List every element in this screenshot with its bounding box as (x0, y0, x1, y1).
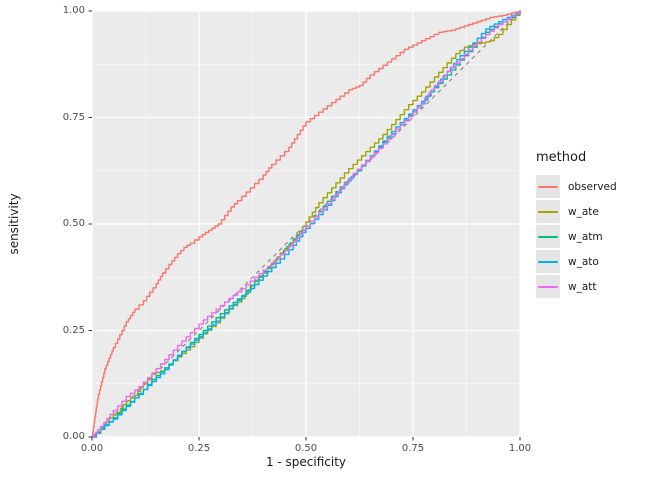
legend-key-line-icon (538, 210, 558, 213)
y-tick-label: 1.00 (62, 5, 85, 16)
legend-key-swatch (536, 250, 560, 273)
y-tick-label: 0.75 (62, 111, 85, 123)
y-tick-label: 0.50 (62, 218, 85, 229)
legend-label: w_att (568, 280, 597, 293)
series-line-observed (91, 10, 521, 438)
legend-label: w_ate (568, 205, 599, 218)
legend: method observed w_ate w_atm w_ato w_att (536, 150, 617, 299)
legend-key-line-icon (538, 260, 558, 263)
legend-key-line-icon (538, 185, 558, 188)
legend-item-w_att: w_att (536, 274, 617, 299)
legend-label: observed (568, 180, 617, 193)
legend-key-swatch (536, 175, 560, 198)
legend-key-line-icon (538, 235, 558, 238)
legend-item-w_atm: w_atm (536, 224, 617, 249)
legend-item-w_ate: w_ate (536, 199, 617, 224)
legend-item-w_ato: w_ato (536, 249, 617, 274)
legend-label: w_atm (568, 230, 603, 243)
x-tick-label: 0.50 (294, 443, 318, 454)
legend-key-swatch (536, 225, 560, 248)
legend-items: observed w_ate w_atm w_ato w_att (536, 174, 617, 299)
x-tick-label: 1.00 (508, 443, 532, 454)
y-axis-title: sensitivity (7, 193, 21, 255)
x-tick-label: 0.00 (80, 443, 104, 454)
y-tick-label: 0.25 (62, 324, 85, 336)
legend-key-swatch (536, 275, 560, 298)
series-line-w_att (91, 10, 521, 438)
x-axis-title: 1 - specificity (265, 455, 347, 469)
x-tick-label: 0.25 (187, 443, 211, 454)
legend-item-observed: observed (536, 174, 617, 199)
y-tick-label: 0.00 (62, 431, 85, 442)
legend-title: method (536, 150, 587, 165)
legend-key-swatch (536, 200, 560, 223)
legend-key-line-icon (538, 285, 558, 288)
x-tick-label: 0.75 (401, 443, 425, 454)
legend-label: w_ato (568, 255, 599, 268)
